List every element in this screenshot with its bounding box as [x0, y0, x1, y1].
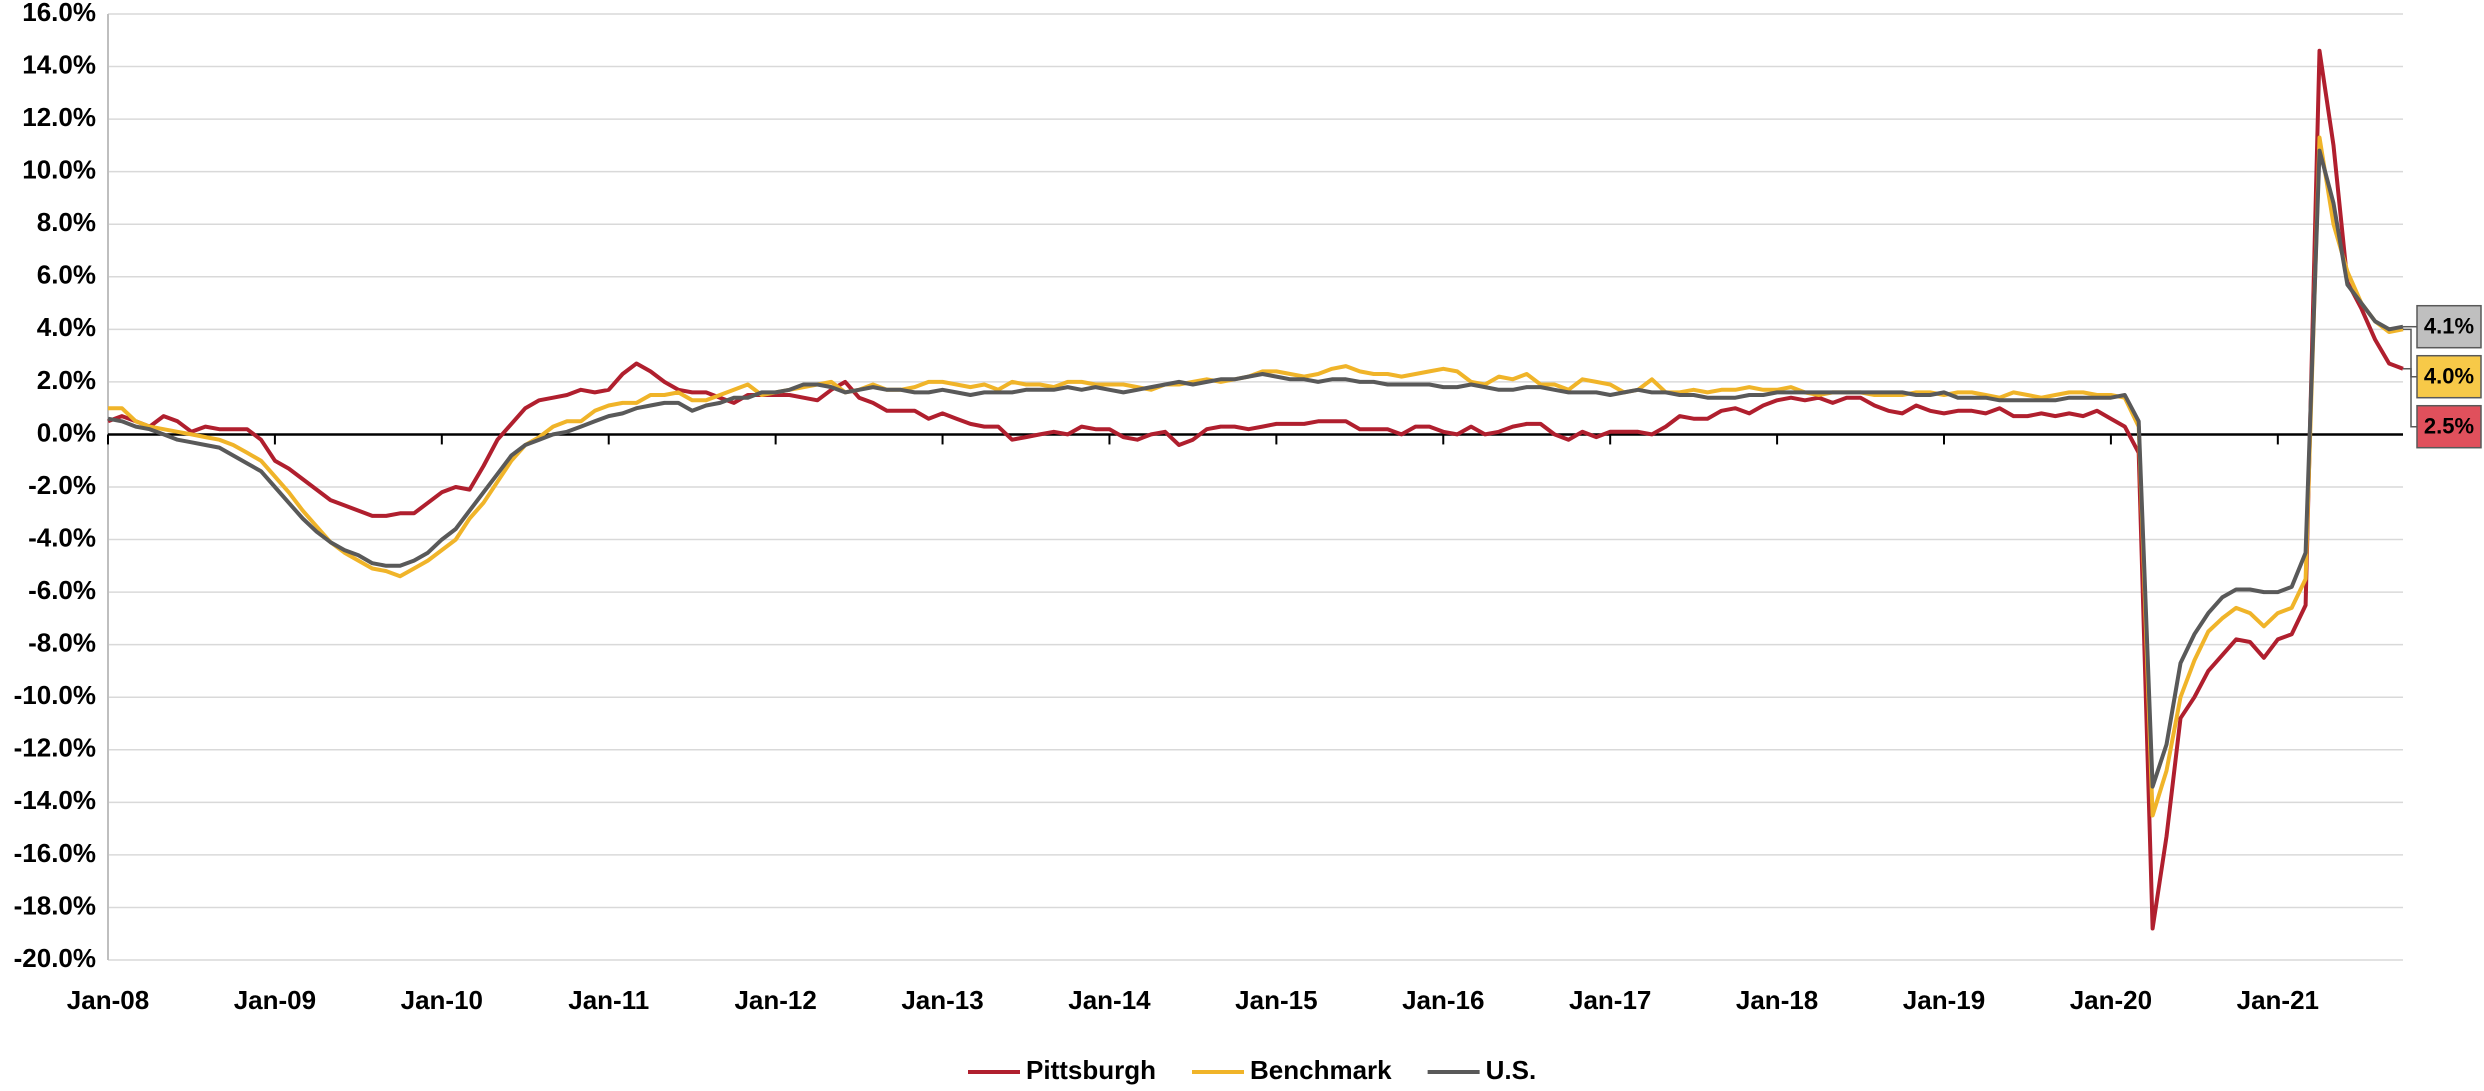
- y-tick-label: -6.0%: [28, 575, 96, 605]
- y-tick-label: 12.0%: [22, 102, 96, 132]
- x-tick-label: Jan-12: [734, 985, 816, 1015]
- x-tick-label: Jan-14: [1068, 985, 1151, 1015]
- y-tick-label: 4.0%: [37, 312, 96, 342]
- y-tick-label: 6.0%: [37, 260, 96, 290]
- y-tick-label: 14.0%: [22, 49, 96, 79]
- x-tick-label: Jan-16: [1402, 985, 1484, 1015]
- label-connector: [2403, 368, 2417, 428]
- y-tick-label: -16.0%: [14, 838, 96, 868]
- y-tick-label: -12.0%: [14, 733, 96, 763]
- series-line: [108, 135, 2404, 818]
- y-tick-label: -8.0%: [28, 628, 96, 658]
- legend-label: Pittsburgh: [1026, 1055, 1156, 1085]
- x-tick-label: Jan-15: [1235, 985, 1317, 1015]
- x-tick-label: Jan-20: [2070, 985, 2152, 1015]
- y-tick-label: -20.0%: [14, 943, 96, 973]
- y-tick-label: -4.0%: [28, 522, 96, 552]
- x-tick-label: Jan-09: [234, 985, 316, 1015]
- end-label: 4.0%: [2424, 364, 2474, 389]
- x-tick-label: Jan-21: [2237, 985, 2319, 1015]
- end-label: 2.5%: [2424, 414, 2474, 439]
- x-tick-label: Jan-08: [67, 985, 149, 1015]
- end-label-box: [2416, 404, 2482, 449]
- x-tick-label: Jan-13: [901, 985, 983, 1015]
- x-tick-label: Jan-10: [401, 985, 483, 1015]
- end-label-box: [2416, 354, 2482, 399]
- x-tick-label: Jan-11: [568, 985, 649, 1015]
- x-tick-label: Jan-17: [1569, 985, 1651, 1015]
- y-tick-label: -10.0%: [14, 680, 96, 710]
- y-tick-label: 8.0%: [37, 207, 96, 237]
- y-tick-label: -18.0%: [14, 890, 96, 920]
- y-tick-label: 16.0%: [22, 0, 96, 27]
- series-line: [107, 48, 2404, 931]
- end-label-box: [2416, 304, 2482, 349]
- x-tick-label: Jan-19: [1903, 985, 1985, 1015]
- x-tick-label: Jan-18: [1736, 985, 1818, 1015]
- y-tick-label: 0.0%: [37, 417, 96, 447]
- label-connector: [2403, 328, 2417, 378]
- end-label: 4.1%: [2424, 314, 2474, 339]
- legend-label: Benchmark: [1250, 1055, 1392, 1085]
- y-tick-label: -2.0%: [28, 470, 96, 500]
- series-line: [107, 148, 2404, 789]
- y-tick-label: 2.0%: [37, 365, 96, 395]
- legend-label: U.S.: [1486, 1055, 1537, 1085]
- y-tick-label: 10.0%: [22, 155, 96, 185]
- y-tick-label: -14.0%: [14, 785, 96, 815]
